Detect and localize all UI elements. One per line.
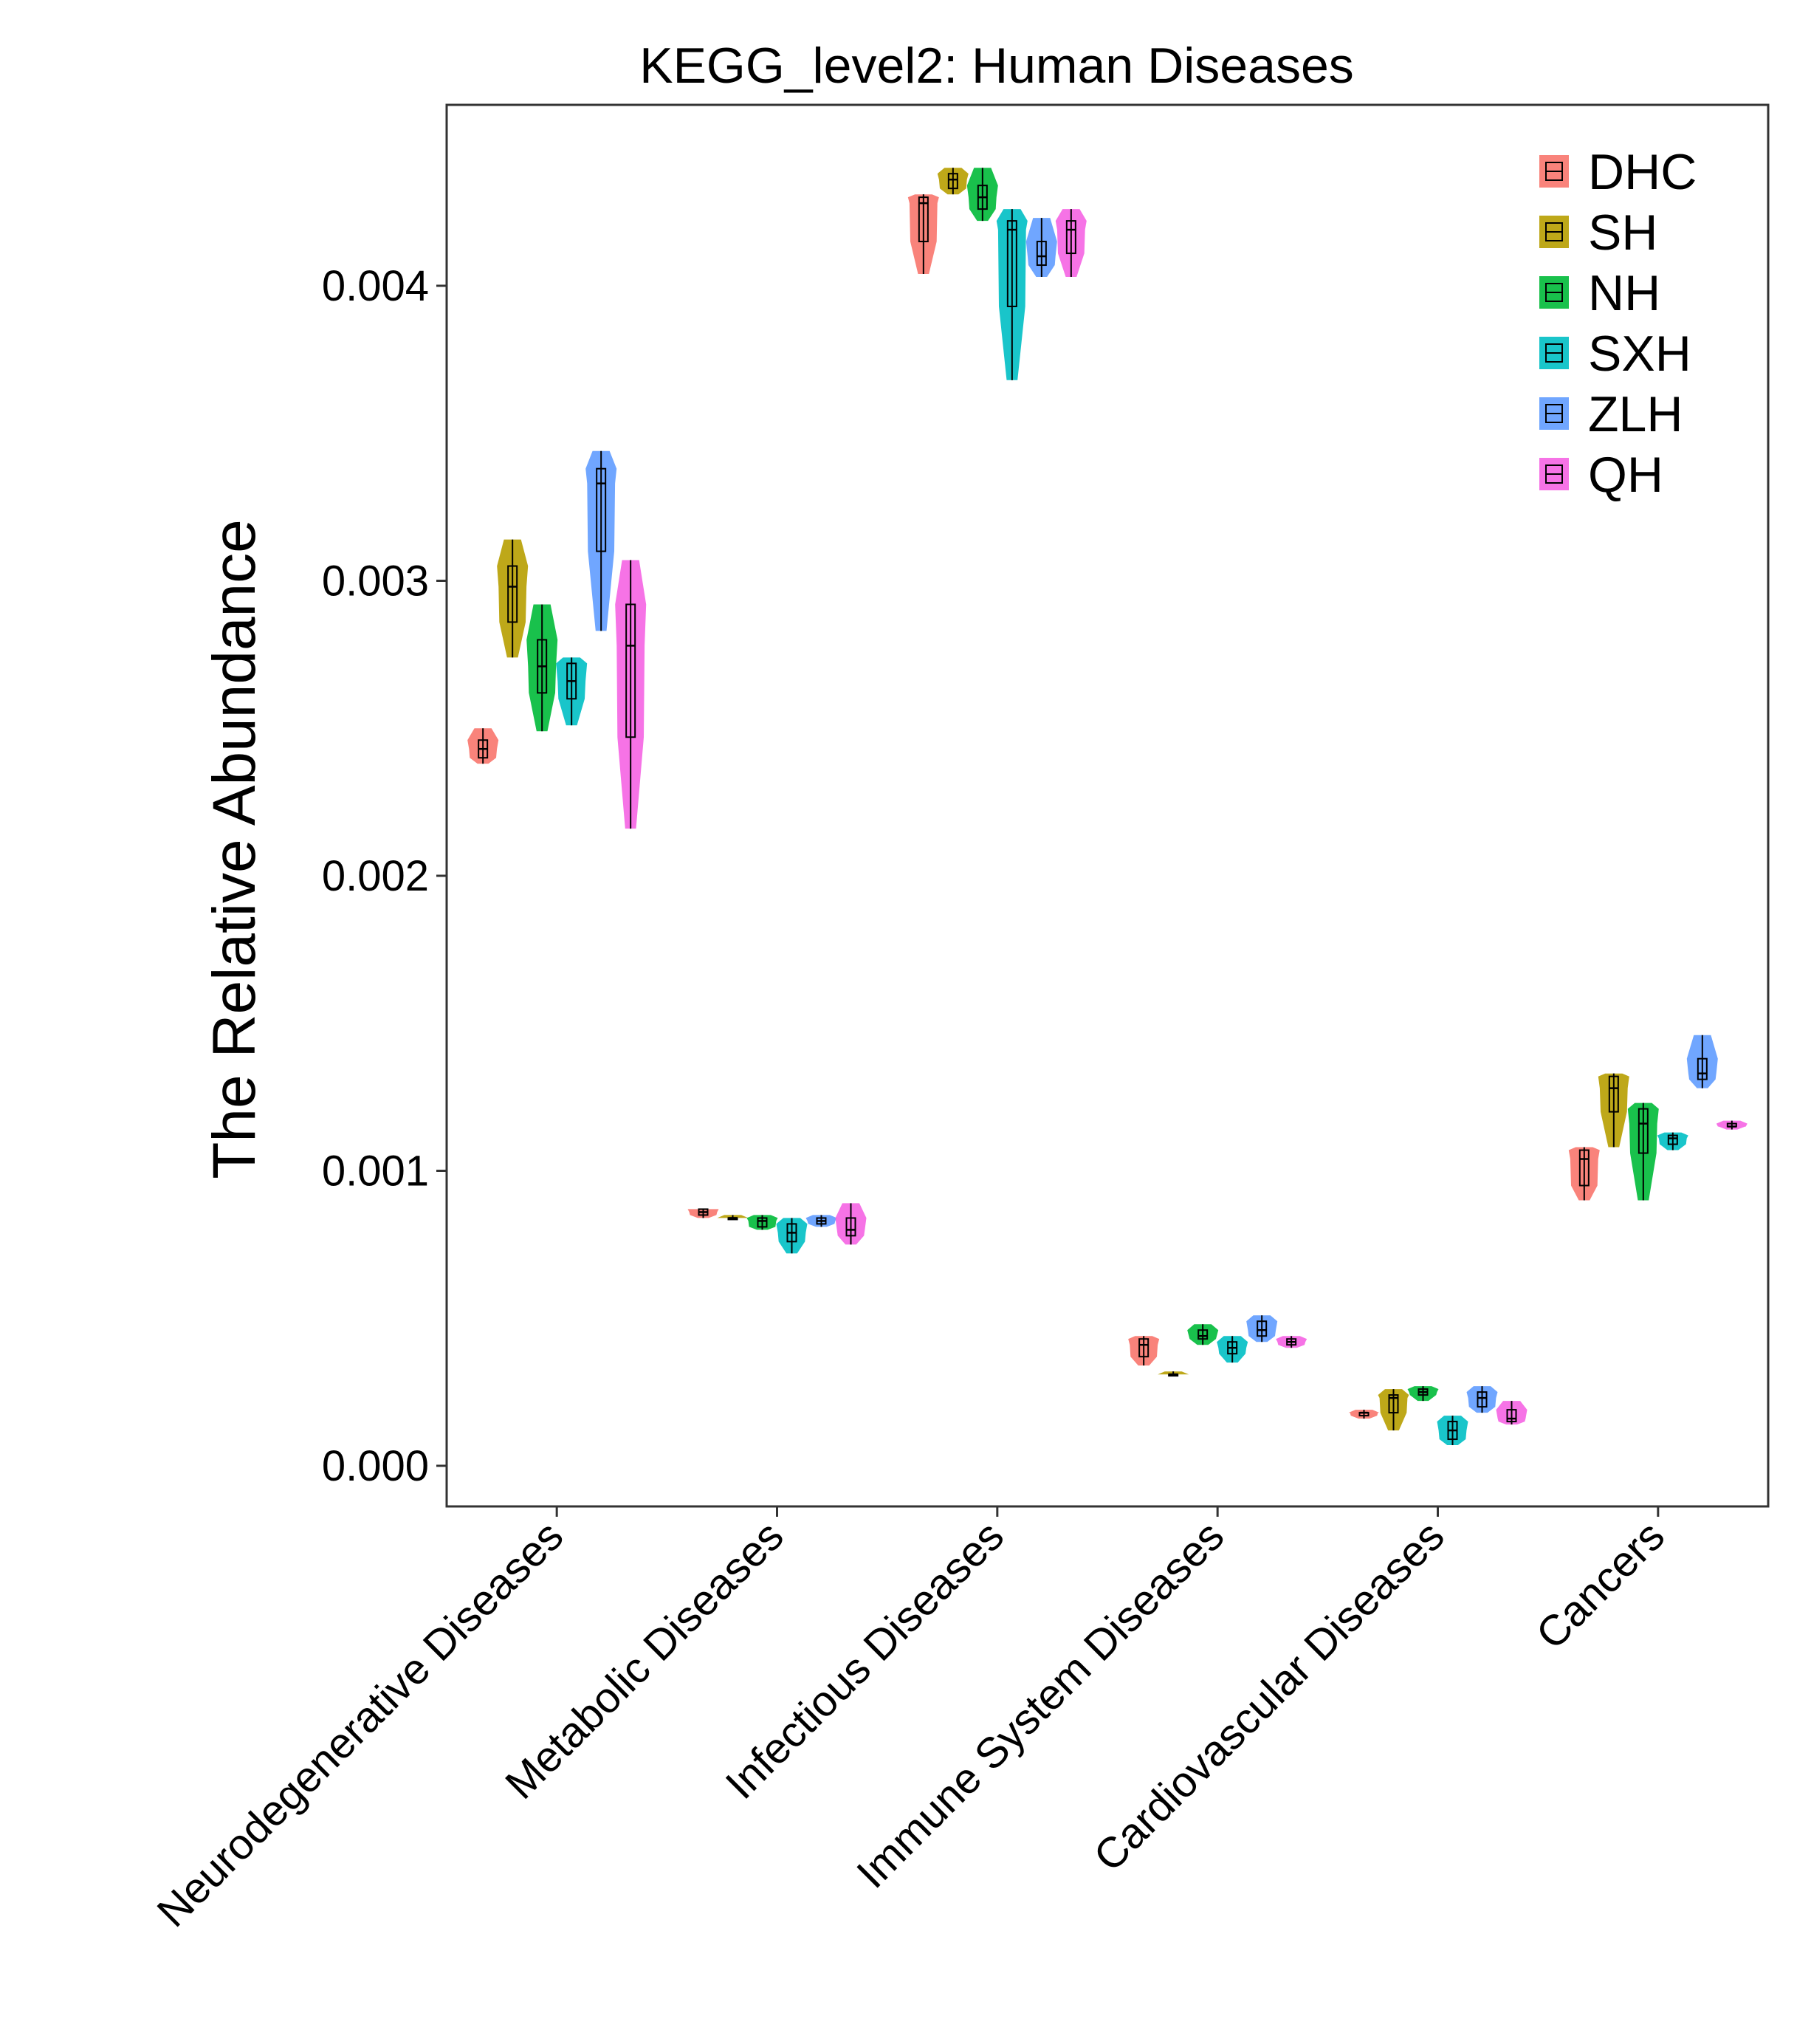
violin-nh [1627,1102,1659,1201]
violin-zlh [1686,1035,1718,1088]
legend-label: DHC [1588,144,1697,200]
legend-item-nh: NH [1539,265,1660,321]
box-iqr [1197,1329,1209,1340]
violin-qh [835,1203,867,1245]
y-axis: 0.000 0.001 0.002 0.003 0.004 [322,262,447,1490]
violin-qh [1496,1401,1528,1425]
violin-sh [937,168,969,195]
y-tick-label: 0.003 [322,558,429,606]
box-iqr [507,565,518,623]
legend-item-zlh: ZLH [1539,386,1683,442]
y-tick-label: 0.001 [322,1148,429,1196]
legend-item-qh: QH [1539,447,1663,503]
box-iqr [1036,241,1047,267]
legend-label: NH [1588,265,1660,321]
violin-zlh [1025,218,1057,278]
violin-qh [1716,1120,1748,1130]
legend-label: QH [1588,447,1663,503]
violin-sh [497,539,529,658]
violin-sxh [1437,1416,1468,1446]
y-tick-label: 0.004 [322,262,429,310]
violin-dhc [1348,1410,1380,1419]
box-iqr [1388,1394,1399,1414]
box-iqr [1477,1391,1488,1408]
violin-nh [526,604,558,732]
violin-dhc [467,728,499,764]
box-iqr [1667,1134,1678,1145]
box-iqr [1506,1409,1517,1423]
y-axis-label: The Relative Abundance [201,519,268,1179]
legend-item-dhc: DHC [1539,144,1697,200]
violin-nh [1407,1386,1439,1402]
violin-qh [1055,209,1087,278]
violin-nh [1187,1324,1219,1345]
violin-qh [615,560,647,829]
violin-sxh [1657,1132,1688,1150]
box-iqr [1138,1338,1150,1358]
plot-panel-border [445,103,1770,1508]
violin-sxh [776,1218,808,1254]
box-iqr [1006,220,1017,307]
violin-zlh [1246,1315,1278,1342]
violin-marks [467,168,1748,1446]
legend-label: ZLH [1588,386,1683,442]
box-iqr [1608,1075,1619,1113]
violin-nh [746,1215,778,1230]
legend-item-sxh: SXH [1539,326,1691,382]
violin-sxh [556,657,588,726]
violin-dhc [907,194,939,275]
box-iqr [1697,1057,1708,1080]
legend-item-sh: SH [1539,205,1657,261]
box-iqr [1257,1320,1268,1337]
violin-sxh [996,209,1028,380]
violin-zlh [1466,1386,1498,1413]
box-iqr [1638,1108,1649,1154]
box-iqr [625,603,636,738]
box-iqr [1065,220,1076,255]
box-iqr [1578,1149,1590,1187]
violin-sh [1158,1371,1189,1377]
violin-sh [1598,1073,1629,1148]
violin-zlh [585,450,617,631]
violin-dhc [1568,1147,1600,1201]
box-iqr [596,467,607,552]
legend-label: SXH [1588,326,1691,382]
box-iqr [757,1217,768,1228]
y-tick-label: 0.002 [322,852,429,900]
legend-label: SH [1588,205,1657,261]
violin-dhc [1128,1336,1160,1366]
violin-qh [1276,1336,1307,1348]
box-iqr [947,173,958,190]
violin-sh [1378,1389,1409,1431]
violin-dhc [687,1208,719,1218]
violin-sh [717,1215,749,1221]
y-tick-label: 0.000 [322,1442,429,1490]
box-iqr [845,1217,856,1237]
box-iqr [918,196,929,243]
violin-zlh [805,1215,837,1227]
violin-nh [966,168,998,222]
chart-title: KEGG_level2: Human Diseases [639,38,1354,94]
violin-sxh [1217,1336,1248,1363]
